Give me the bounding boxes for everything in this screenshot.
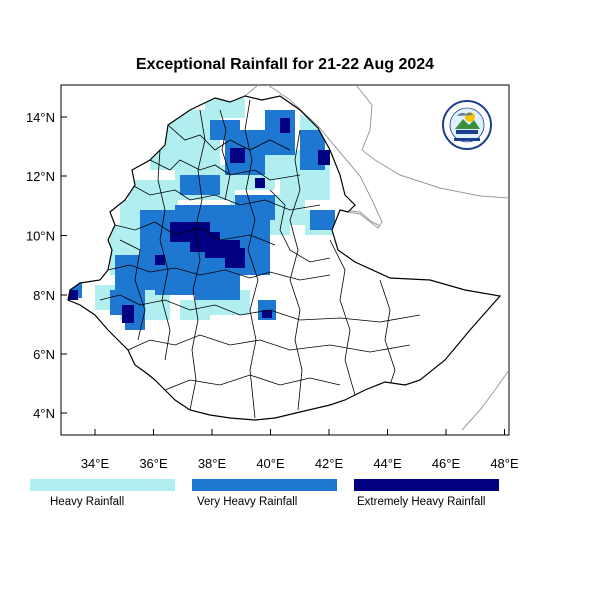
rain-cell-extremely-heavy bbox=[262, 310, 272, 318]
eritrea-coastline bbox=[267, 85, 383, 229]
x-tick-label: 40°E bbox=[256, 456, 285, 471]
map-title: Exceptional Rainfall for 21-22 Aug 2024 bbox=[135, 56, 435, 73]
rain-cell-heavy bbox=[205, 98, 245, 118]
boundary-line bbox=[269, 189, 331, 263]
legend-swatch-extremely-heavy bbox=[354, 479, 499, 491]
y-tick-label: 8°N bbox=[33, 288, 55, 303]
boundary-line bbox=[219, 109, 231, 201]
boundary-line bbox=[329, 239, 356, 396]
rain-cell-extremely-heavy bbox=[255, 178, 265, 188]
neighbor-boundaries bbox=[244, 85, 509, 431]
x-tick-label: 44°E bbox=[373, 456, 402, 471]
rain-cell-very-heavy bbox=[195, 275, 240, 300]
boundary-line bbox=[244, 99, 259, 419]
legend-swatch-heavy bbox=[30, 479, 175, 491]
boundary-line bbox=[99, 294, 421, 323]
boundary-line bbox=[127, 334, 411, 353]
x-tick-label: 36°E bbox=[139, 456, 168, 471]
rain-cell-extremely-heavy bbox=[230, 148, 245, 163]
boundary-line bbox=[157, 149, 171, 361]
sudan-border bbox=[244, 85, 259, 97]
x-tick-label: 46°E bbox=[432, 456, 461, 471]
rain-cell-extremely-heavy bbox=[225, 248, 245, 268]
x-tick-label: 34°E bbox=[81, 456, 110, 471]
rain-cell-extremely-heavy bbox=[122, 305, 134, 323]
rain-cell-very-heavy bbox=[310, 210, 335, 230]
legend-label-heavy: Heavy Rainfall bbox=[50, 496, 125, 508]
legend-label-very-heavy: Very Heavy Rainfall bbox=[197, 496, 298, 508]
institute-logo bbox=[442, 100, 492, 150]
y-tick-label: 10°N bbox=[26, 229, 55, 244]
rain-cell-extremely-heavy bbox=[318, 150, 330, 165]
x-tick-label: 42°E bbox=[315, 456, 344, 471]
logo-water bbox=[456, 130, 478, 134]
boundary-line bbox=[167, 124, 291, 151]
boundary-line bbox=[164, 374, 341, 391]
y-tick-label: 12°N bbox=[26, 169, 55, 184]
boundary-line bbox=[107, 264, 331, 281]
rain-cell-very-heavy bbox=[115, 255, 155, 290]
boundary-line bbox=[379, 279, 396, 386]
boundary-line bbox=[149, 159, 301, 181]
boundary-line bbox=[119, 239, 146, 341]
x-tick-label: 48°E bbox=[490, 456, 519, 471]
logo-cloud bbox=[457, 112, 473, 116]
rain-cell-extremely-heavy bbox=[68, 290, 78, 300]
logo-mountain bbox=[455, 119, 480, 129]
rain-cell-very-heavy bbox=[235, 195, 275, 220]
boundary-line bbox=[189, 109, 206, 411]
y-tick-label: 6°N bbox=[33, 347, 55, 362]
somali-coastline bbox=[461, 369, 509, 431]
djibouti-border bbox=[343, 209, 381, 227]
arabian-coastline bbox=[355, 85, 509, 199]
region-boundaries bbox=[99, 99, 421, 419]
boundary-line bbox=[131, 184, 321, 211]
legend-swatch-very-heavy bbox=[192, 479, 337, 491]
y-tick-label: 4°N bbox=[33, 406, 55, 421]
rain-cell-extremely-heavy bbox=[280, 118, 290, 133]
rain-cell-heavy bbox=[180, 300, 210, 320]
x-tick-label: 38°E bbox=[198, 456, 227, 471]
rain-cell-heavy bbox=[120, 200, 140, 230]
legend-label-extremely-heavy: Extremely Heavy Rainfall bbox=[357, 496, 486, 508]
boundary-line bbox=[114, 221, 276, 246]
boundary-line bbox=[289, 129, 303, 411]
x-axis: 34°E 36°E 38°E 40°E 42°E 44°E 46°E 48°E bbox=[81, 429, 519, 471]
y-axis: 14°N 12°N 10°N 8°N 6°N 4°N bbox=[26, 110, 67, 421]
logo-banner bbox=[454, 138, 480, 141]
y-tick-label: 14°N bbox=[26, 110, 55, 125]
rain-cell-extremely-heavy bbox=[155, 255, 165, 265]
